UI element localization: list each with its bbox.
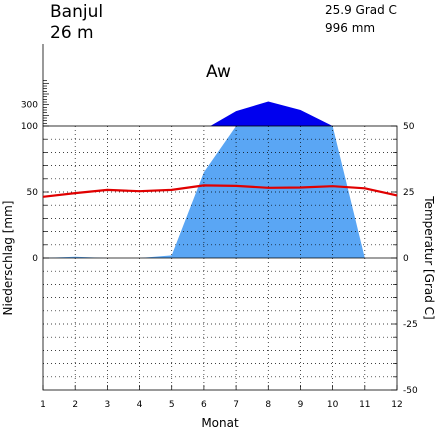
y-left-tick-label: 0: [32, 254, 38, 264]
y-axis-left-title: Niederschlag [mm]: [1, 201, 15, 316]
x-tick-label: 11: [359, 400, 370, 410]
x-tick-label: 5: [169, 400, 175, 410]
y-left-tick-label: 300: [21, 101, 38, 111]
y-left-tick-label: 100: [21, 122, 38, 132]
temperature-line: [42, 184, 398, 198]
x-tick-label: 8: [265, 400, 271, 410]
x-tick-label: 2: [72, 400, 78, 410]
x-tick-label: 10: [327, 400, 339, 410]
y-right-tick-label: -50: [403, 386, 418, 396]
y-right-tick-label: 50: [403, 122, 415, 132]
annual-precipitation: 996 mm: [325, 21, 375, 35]
station-elevation: 26 m: [50, 23, 94, 43]
x-tick-label: 1: [40, 400, 46, 410]
y-right-tick-label: 25: [403, 188, 414, 198]
x-tick-label: 7: [233, 400, 239, 410]
y-left-tick-label: 50: [27, 188, 39, 198]
x-axis-title: Monat: [201, 416, 239, 430]
x-tick-label: 12: [391, 400, 402, 410]
station-name: Banjul: [50, 2, 103, 22]
x-tick-label: 6: [201, 400, 207, 410]
precipitation-excess-area: [210, 101, 333, 126]
x-tick-label: 9: [298, 400, 304, 410]
y-right-tick-label: -25: [403, 320, 418, 330]
climate-class-label: Aw: [206, 62, 231, 82]
mean-temperature: 25.9 Grad C: [325, 3, 397, 17]
y-axis-right-title: Temperatur [Grad C]: [422, 195, 436, 319]
y-right-tick-label: 0: [403, 254, 409, 264]
x-tick-label: 4: [137, 400, 143, 410]
x-tick-label: 3: [104, 400, 110, 410]
